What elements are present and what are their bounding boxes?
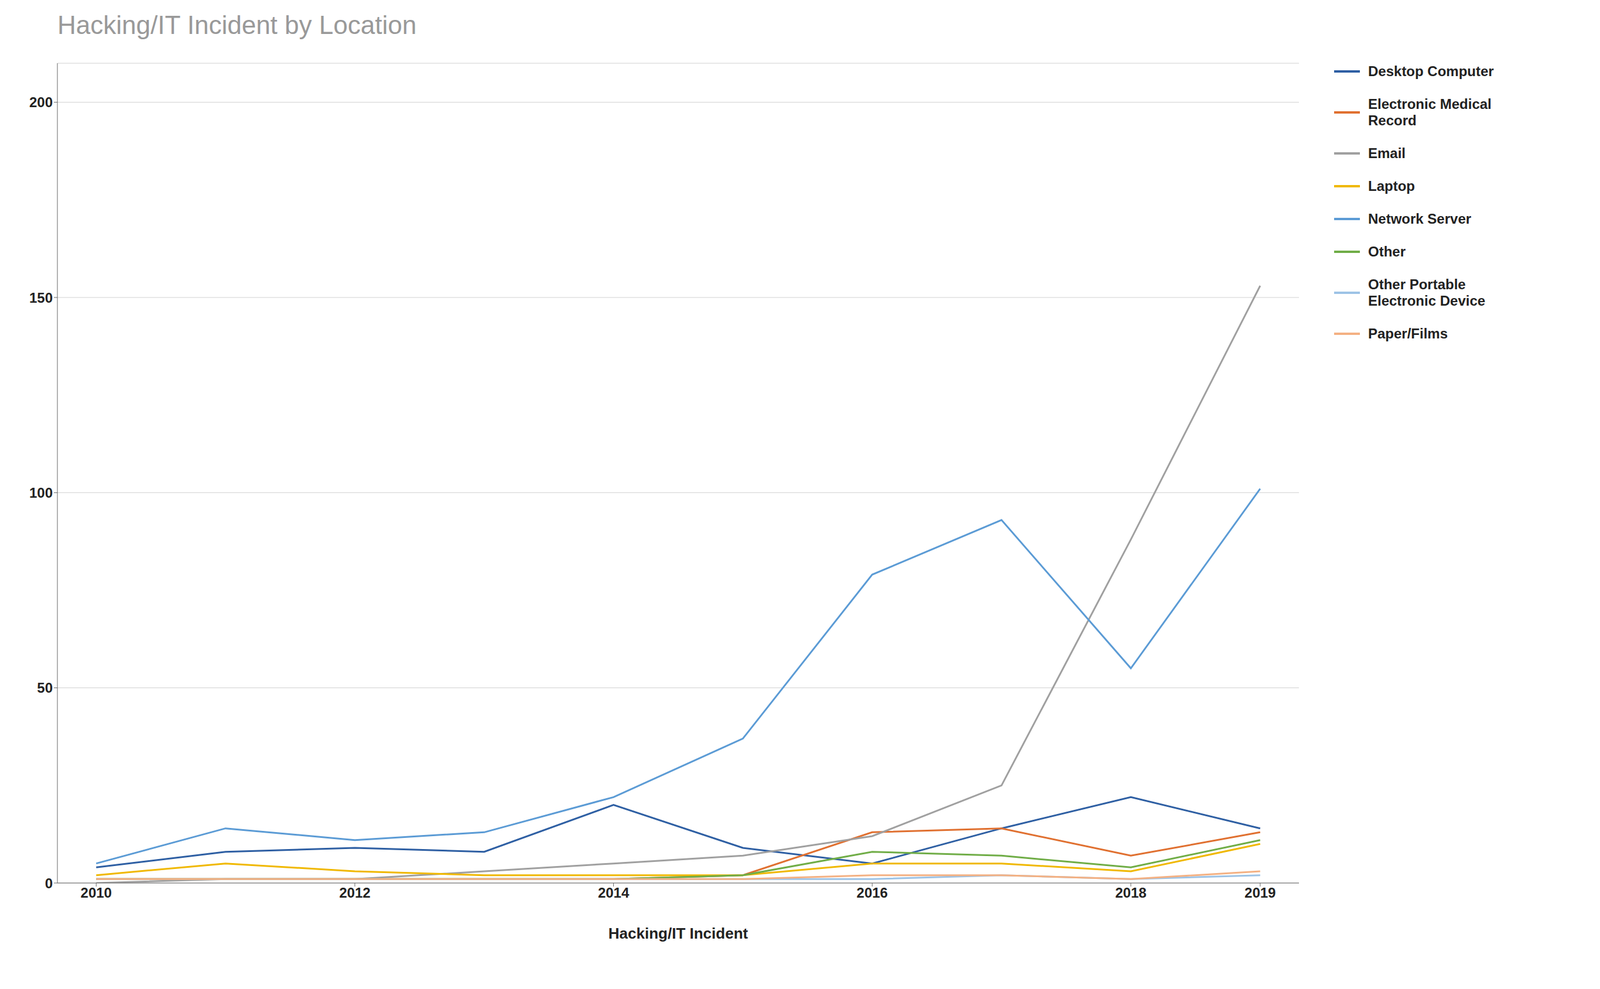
html-text:Record: Record xyxy=(1368,112,1417,129)
svg-text:Hacking/IT Incident: Hacking/IT Incident xyxy=(608,924,749,943)
html-text:Email: Email xyxy=(1368,145,1406,162)
html-text:Laptop: Laptop xyxy=(1368,178,1415,194)
html-text:Hacking/IT Incident by Locatio: Hacking/IT Incident by Location xyxy=(57,10,417,40)
svg-text:2019: 2019 xyxy=(1244,884,1276,901)
svg-text:2010: 2010 xyxy=(80,884,112,901)
html-text:Electronic Device: Electronic Device xyxy=(1368,292,1486,309)
svg-text:150: 150 xyxy=(29,289,53,306)
html-text:Paper/Films: Paper/Films xyxy=(1368,325,1448,342)
svg-text:2018: 2018 xyxy=(1115,884,1147,901)
svg-text:0: 0 xyxy=(45,875,53,892)
svg-text:200: 200 xyxy=(29,94,53,111)
html-text:Other: Other xyxy=(1368,243,1406,260)
html-text:Electronic Medical: Electronic Medical xyxy=(1368,96,1492,112)
svg-text:2016: 2016 xyxy=(856,884,888,901)
svg-text:50: 50 xyxy=(36,679,53,696)
svg-text:100: 100 xyxy=(29,484,53,501)
html-text:Network Server: Network Server xyxy=(1368,210,1472,227)
svg-text:2014: 2014 xyxy=(597,884,630,901)
html-text:Other Portable: Other Portable xyxy=(1368,276,1466,293)
html-text:Desktop Computer: Desktop Computer xyxy=(1368,63,1494,80)
svg-text:2012: 2012 xyxy=(339,884,371,901)
